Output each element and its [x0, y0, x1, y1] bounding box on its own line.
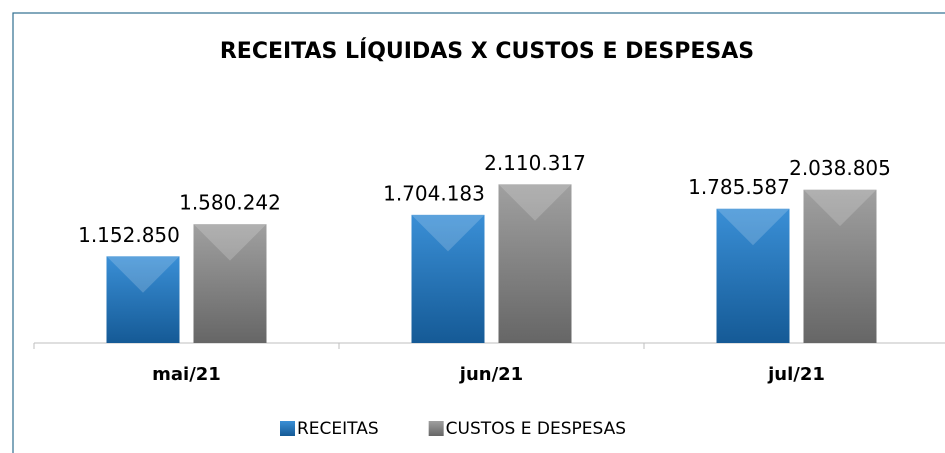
- bar: [411, 214, 485, 343]
- x-tick-label: jun/21: [459, 364, 523, 385]
- data-label: 2.110.317: [484, 151, 586, 175]
- bar: [193, 224, 267, 343]
- bar-bevel: [716, 208, 790, 246]
- data-label: 1.785.587: [688, 175, 790, 199]
- data-label: 2.038.805: [789, 156, 891, 180]
- x-tick-label: mai/21: [152, 364, 221, 385]
- bar-bevel: [803, 189, 877, 227]
- bar-bevel: [106, 256, 180, 293]
- data-label: 1.152.850: [78, 223, 180, 247]
- chart-title: RECEITAS LÍQUIDAS X CUSTOS E DESPESAS: [220, 38, 754, 64]
- bar-bevel: [193, 224, 267, 261]
- bar: [716, 208, 790, 343]
- legend-swatch: [428, 421, 444, 436]
- legend-label: CUSTOS E DESPESAS: [446, 419, 626, 439]
- bar: [498, 184, 572, 343]
- bar: [803, 189, 877, 343]
- data-label: 1.580.242: [179, 191, 281, 215]
- bar-bevel: [411, 214, 485, 252]
- data-label: 1.704.183: [383, 181, 485, 205]
- legend-swatch: [280, 421, 295, 436]
- bar-bevel: [498, 184, 572, 221]
- legend-label: RECEITAS: [297, 419, 379, 439]
- bar: [106, 256, 180, 343]
- x-tick-label: jul/21: [767, 364, 825, 385]
